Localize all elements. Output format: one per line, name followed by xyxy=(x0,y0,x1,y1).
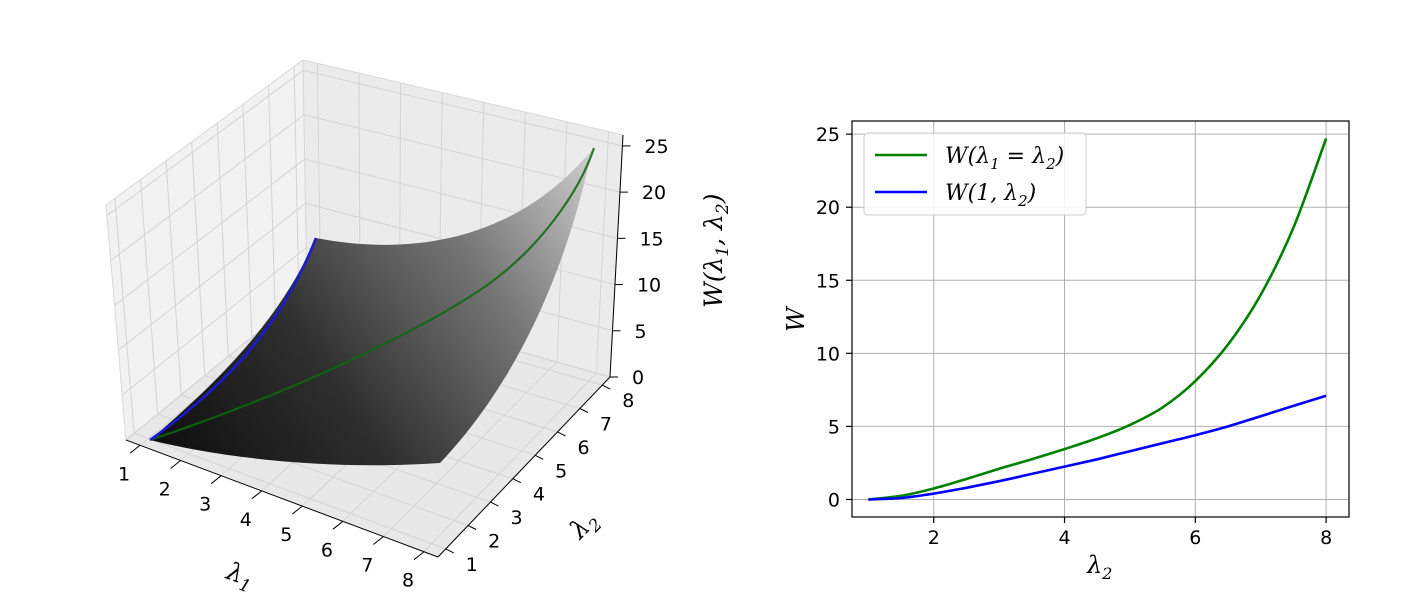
lambda2-tick xyxy=(512,478,522,484)
left-grid-y xyxy=(293,66,300,299)
lambda2-tick-label: 5 xyxy=(555,460,567,482)
lambda2-tick-label: 8 xyxy=(622,390,634,412)
lambda2-tick-label: 1 xyxy=(466,554,478,576)
lambda1-tick xyxy=(251,490,263,500)
left-grid-y xyxy=(242,104,253,338)
lambda2-tick-label: 4 xyxy=(533,484,545,506)
legend-box xyxy=(863,132,1087,216)
w-axis-label: W(λ1, λ2) xyxy=(699,194,733,308)
line-chart-panel: 2 4 6 8 0 5 10 15 20 25 λ2 W W(λ1 = λ2) W(1, λ2) xyxy=(782,120,1350,583)
floor-grid-y xyxy=(133,432,446,550)
floor-grid-x xyxy=(423,372,597,553)
lambda2-axis-label: λ2 xyxy=(563,505,607,549)
lambda1-tick-label: 2 xyxy=(159,478,171,500)
left-grid-y xyxy=(139,179,159,415)
lambda2-tick xyxy=(579,408,589,413)
lambda1-tick xyxy=(210,475,222,485)
lambda1-axis-line xyxy=(125,439,439,558)
w-tick-label: 15 xyxy=(639,228,663,250)
lambda2-tick-label: 2 xyxy=(488,531,500,553)
left-grid-z xyxy=(118,202,306,351)
w-axis-line xyxy=(609,134,624,378)
plot-frame xyxy=(851,120,1350,518)
left-grid-y xyxy=(191,141,206,376)
lambda1-tick-label: 6 xyxy=(321,539,333,561)
lambda2-tick xyxy=(534,454,544,460)
y-tick-label: 20 xyxy=(816,197,840,219)
back-grid-z xyxy=(303,69,623,147)
surface-shading xyxy=(150,150,592,466)
lambda1-tick xyxy=(291,505,303,515)
curve-equal-lambda xyxy=(149,147,596,442)
back-grid-x xyxy=(595,131,610,374)
lambda2-tick xyxy=(602,384,611,390)
left-grid-y xyxy=(268,85,276,318)
left-grid-y xyxy=(216,123,229,357)
lambda2-tick-label: 7 xyxy=(600,414,612,436)
lambda1-axis-label: λ1 xyxy=(220,556,258,597)
lambda1-tick xyxy=(170,460,181,469)
left-grid-z xyxy=(106,70,304,216)
w-tick-label: 5 xyxy=(634,321,646,343)
y-tick-label: 10 xyxy=(816,343,840,365)
left-grid-z xyxy=(110,114,305,261)
lambda1-tick-label: 1 xyxy=(118,463,130,485)
lambda2-axis-line xyxy=(437,376,611,558)
lambda1-tick-label: 4 xyxy=(240,509,252,531)
lambda1-tick-label: 7 xyxy=(361,555,373,577)
lambda2-tick xyxy=(467,525,477,530)
legend-label-one: W(1, λ2) xyxy=(945,181,1036,210)
lambda1-tick xyxy=(413,551,425,561)
w-tick-label: 10 xyxy=(637,275,661,297)
floor-grid-x xyxy=(383,361,558,537)
left-grid-z xyxy=(121,247,307,396)
x-tick-label: 6 xyxy=(1189,527,1201,549)
legend: W(λ1 = λ2) W(1, λ2) xyxy=(863,132,1087,216)
left-grid-y xyxy=(165,160,182,395)
lambda1-tick-label: 3 xyxy=(199,494,211,516)
w-tick-label: 20 xyxy=(642,182,666,204)
y-tick-label: 0 xyxy=(828,489,840,511)
y-axis-label: W xyxy=(782,305,810,332)
lambda2-tick-label: 3 xyxy=(510,507,522,529)
y-tick-label: 25 xyxy=(816,124,840,146)
lambda1-tick xyxy=(332,520,344,530)
x-axis-label: λ2 xyxy=(1086,551,1112,583)
left-grid-y xyxy=(114,198,135,434)
series-line-lambda1-one xyxy=(868,394,1327,501)
left-grid-z xyxy=(114,158,306,306)
legend-label-equal: W(λ1 = λ2) xyxy=(945,144,1064,173)
x-tick-label: 4 xyxy=(1058,527,1070,549)
x-tick-label: 2 xyxy=(928,527,940,549)
w-tick-label: 0 xyxy=(632,367,644,389)
y-tick-label: 15 xyxy=(816,270,840,292)
lambda1-tick-label: 5 xyxy=(280,524,292,546)
w-tick-label: 25 xyxy=(644,136,668,158)
lambda2-tick xyxy=(445,548,454,554)
lambda2-tick-label: 6 xyxy=(578,437,590,459)
series-line-equal-lambda xyxy=(868,138,1328,501)
lambda1-tick-label: 8 xyxy=(402,570,414,592)
x-tick-label: 8 xyxy=(1320,527,1332,549)
curve-lambda1-one xyxy=(149,237,318,442)
lambda1-tick xyxy=(373,536,384,545)
y-tick-label: 5 xyxy=(828,416,840,438)
series-lines xyxy=(868,138,1328,501)
lambda1-tick xyxy=(129,444,141,454)
ticks-2d: 2 4 6 8 0 5 10 15 20 25 xyxy=(816,124,1332,549)
lambda2-tick xyxy=(490,501,499,507)
lambda2-tick xyxy=(557,431,566,437)
